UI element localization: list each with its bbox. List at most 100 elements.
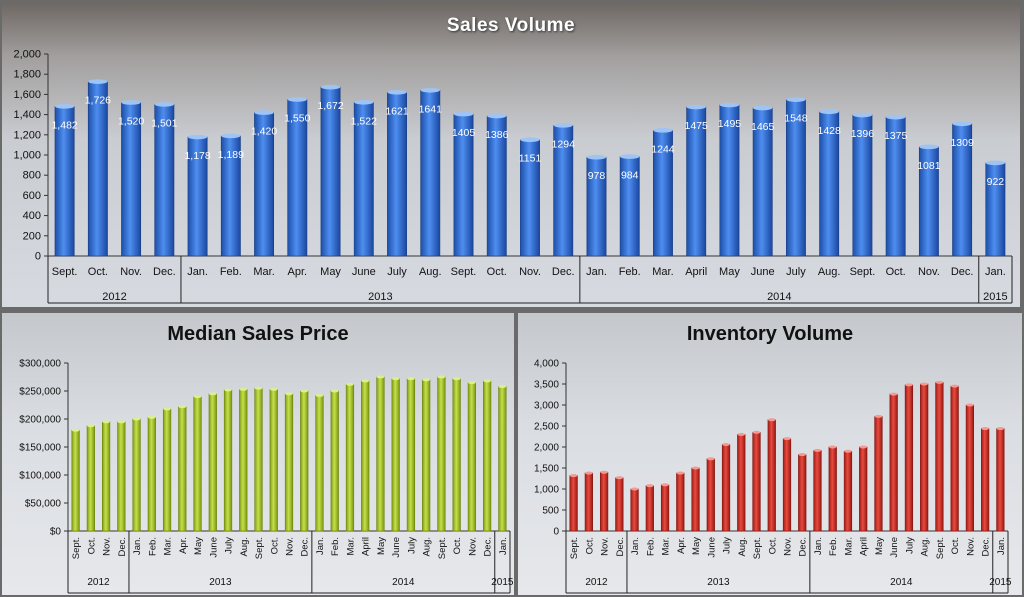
bar	[752, 432, 761, 532]
y-tick-label: 200	[23, 230, 41, 242]
y-tick-label: 1,000	[534, 485, 559, 496]
bar	[599, 471, 609, 532]
y-tick-label: 1,400	[13, 109, 41, 121]
x-tick-label: Mar.	[345, 537, 356, 555]
bar-top	[88, 79, 108, 84]
x-tick-label: Nov.	[783, 537, 794, 556]
chart-title: Sales Volume	[446, 15, 576, 36]
x-tick-label: July	[904, 537, 915, 554]
year-label: 2014	[392, 577, 415, 588]
bar	[828, 446, 837, 532]
bar-top	[54, 104, 75, 109]
x-tick-label: July	[406, 537, 417, 554]
bar-top	[391, 377, 400, 381]
bar	[782, 438, 792, 532]
bar-top	[783, 437, 791, 441]
bar-top	[661, 483, 669, 487]
bar-top	[483, 379, 491, 383]
data-label: 1,726	[85, 95, 111, 107]
bar-top	[376, 375, 385, 379]
x-tick-label: June	[391, 537, 402, 558]
bar-top	[859, 445, 868, 449]
bar	[981, 428, 990, 532]
bar-top	[935, 380, 944, 384]
x-tick-label: July	[786, 266, 806, 278]
bar-top	[798, 453, 807, 457]
bar-top	[300, 389, 309, 393]
x-tick-label: Feb.	[645, 537, 656, 556]
y-tick-label: 0	[35, 251, 41, 263]
x-tick-label: Nov.	[285, 537, 296, 556]
bar-top	[224, 388, 232, 392]
data-label: 1244	[651, 143, 675, 155]
bar	[798, 454, 807, 532]
data-label: 1,522	[351, 115, 377, 127]
bar-top	[193, 395, 202, 399]
bar-top	[585, 471, 593, 475]
x-tick-label: June	[889, 537, 900, 558]
x-tick-label: Oct.	[452, 537, 463, 554]
x-tick-label: Jan.	[985, 266, 1006, 278]
year-label: 2014	[767, 291, 791, 303]
x-tick-label: Mar.	[652, 266, 673, 278]
bar	[645, 485, 654, 532]
bar-top	[354, 99, 374, 105]
x-tick-label: Jan.	[586, 266, 607, 278]
y-tick-label: 2,000	[534, 443, 559, 454]
bar	[86, 425, 95, 532]
data-label: 1151	[519, 153, 542, 165]
bar-top	[819, 109, 839, 115]
x-tick-label: Oct.	[88, 266, 108, 278]
bar-top	[320, 84, 341, 90]
median-price-panel: Median Sales Price $0 $50,000 $100,000 $150…	[2, 313, 514, 595]
data-label: 1428	[817, 125, 841, 137]
bar	[376, 376, 385, 532]
bar-top	[952, 121, 972, 127]
bar-top	[950, 384, 959, 388]
y-tick-label: 3,500	[534, 380, 559, 391]
bar-top	[630, 487, 639, 491]
y-tick-label: 2,000	[13, 49, 41, 61]
x-tick-label: Oct.	[86, 537, 97, 554]
x-tick-label: Feb.	[619, 266, 641, 278]
bar	[132, 418, 141, 532]
x-tick-label: Oct.	[950, 537, 961, 554]
data-label: 1,420	[251, 126, 277, 138]
bar-top	[586, 154, 607, 160]
bar-top	[287, 97, 307, 102]
bar	[162, 408, 172, 532]
bar-top	[121, 100, 141, 105]
x-tick-label: Sept.	[752, 537, 763, 559]
data-label: 1,178	[184, 150, 210, 162]
data-label: 1,520	[118, 115, 144, 127]
bar-top	[239, 387, 248, 391]
year-label: 2013	[707, 577, 730, 588]
bar-top	[886, 114, 906, 120]
data-label: 1405	[452, 127, 476, 139]
bar-top	[148, 415, 156, 419]
chart-title: Median Sales Price	[167, 323, 349, 345]
year-label: 2014	[890, 577, 913, 588]
bar	[569, 475, 578, 532]
x-tick-label: June	[706, 537, 717, 558]
bar-top	[786, 97, 806, 102]
bar	[330, 390, 339, 532]
bar-top	[187, 134, 208, 140]
y-tick-label: 1,000	[13, 150, 41, 162]
y-tick-label: $300,000	[19, 359, 61, 370]
bar-top	[87, 424, 95, 428]
bar	[406, 378, 416, 532]
bar-top	[706, 457, 715, 461]
bar-top	[498, 385, 507, 389]
data-label: 1294	[552, 138, 576, 150]
bar	[721, 444, 731, 532]
x-tick-label: Mar.	[661, 537, 672, 555]
y-tick-label: 600	[23, 190, 41, 202]
x-tick-label: Apr.	[178, 537, 189, 554]
median-price-chart: $0 $50,000 $100,000 $150,000 $200,000 $250,00…	[19, 359, 514, 594]
bar-top	[752, 430, 761, 434]
sales-volume-chart: 0 200 400 600 800 1,000 1,200 1,400 1,600 1,800 2,…	[13, 49, 1013, 304]
x-tick-label: June	[208, 537, 219, 558]
bar	[315, 395, 324, 532]
x-tick-label: May	[719, 266, 740, 278]
